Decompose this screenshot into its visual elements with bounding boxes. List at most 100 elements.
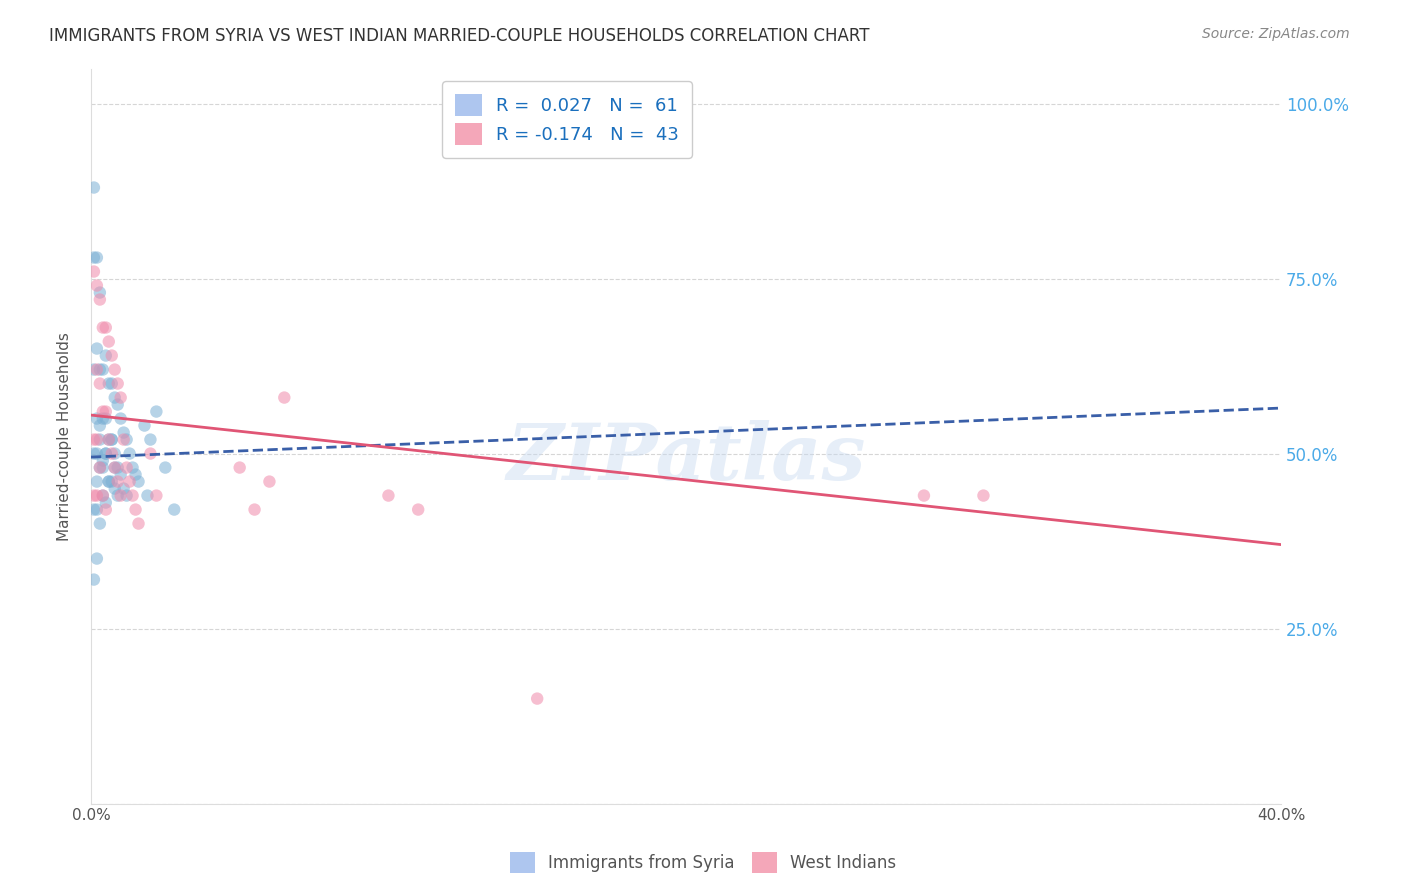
Point (110, 489, 132, 503)
Point (145, 489, 167, 503)
Point (94, 502, 117, 516)
Point (89, 285, 111, 300)
Point (94, 446, 117, 460)
Point (94, 404, 117, 418)
Point (91, 320, 114, 334)
Point (128, 475, 150, 489)
Point (112, 425, 135, 440)
Point (100, 376, 122, 391)
Point (97, 433, 120, 447)
Legend: R =  0.027   N =  61, R = -0.174   N =  43: R = 0.027 N = 61, R = -0.174 N = 43 (441, 81, 692, 158)
Point (115, 460, 138, 475)
Point (86, 433, 108, 447)
Point (115, 489, 138, 503)
Point (86, 475, 108, 489)
Point (94, 349, 117, 363)
Point (104, 460, 127, 475)
Point (91, 362, 114, 376)
Point (97, 433, 120, 447)
Point (406, 502, 429, 516)
Point (526, 691, 548, 706)
Point (83, 251, 105, 265)
Point (124, 502, 146, 516)
Point (273, 391, 295, 405)
Point (97, 475, 120, 489)
Point (912, 489, 935, 503)
Point (107, 460, 129, 475)
Y-axis label: Married-couple Households: Married-couple Households (58, 332, 72, 541)
Point (83, 446, 105, 460)
Point (86, 502, 108, 516)
Point (259, 475, 281, 489)
Point (83, 502, 105, 516)
Point (121, 489, 143, 503)
Point (83, 433, 105, 447)
Point (94, 495, 117, 509)
Point (86, 489, 108, 503)
Point (145, 404, 167, 418)
Point (86, 342, 108, 356)
Point (91, 453, 114, 467)
Point (100, 433, 122, 447)
Point (104, 482, 127, 496)
Point (91, 489, 114, 503)
Point (83, 362, 105, 376)
Point (89, 293, 111, 307)
Point (86, 251, 108, 265)
Point (89, 418, 111, 433)
Point (94, 446, 117, 460)
Point (83, 264, 105, 278)
Point (91, 460, 114, 475)
Point (377, 489, 399, 503)
Point (107, 398, 129, 412)
Text: ZIPatlas: ZIPatlas (506, 420, 866, 496)
Point (136, 489, 159, 503)
Point (972, 489, 994, 503)
Point (139, 446, 162, 460)
Text: Source: ZipAtlas.com: Source: ZipAtlas.com (1202, 27, 1350, 41)
Point (86, 411, 108, 425)
Point (100, 433, 122, 447)
Point (121, 460, 143, 475)
Point (89, 376, 111, 391)
Point (86, 446, 108, 460)
Point (118, 475, 141, 489)
Point (83, 489, 105, 503)
Point (107, 376, 129, 391)
Point (83, 180, 105, 194)
Point (128, 516, 150, 531)
Point (91, 489, 114, 503)
Point (89, 433, 111, 447)
Point (91, 411, 114, 425)
Point (89, 460, 111, 475)
Point (163, 502, 186, 516)
Point (115, 433, 138, 447)
Point (89, 516, 111, 531)
Point (86, 551, 108, 566)
Point (100, 475, 122, 489)
Point (89, 460, 111, 475)
Point (243, 502, 266, 516)
Point (104, 391, 127, 405)
Point (104, 446, 127, 460)
Point (83, 573, 105, 587)
Point (86, 362, 108, 376)
Text: IMMIGRANTS FROM SYRIA VS WEST INDIAN MARRIED-COUPLE HOUSEHOLDS CORRELATION CHART: IMMIGRANTS FROM SYRIA VS WEST INDIAN MAR… (49, 27, 870, 45)
Point (94, 411, 117, 425)
Point (94, 320, 117, 334)
Point (139, 433, 162, 447)
Point (97, 475, 120, 489)
Point (107, 475, 129, 489)
Point (112, 433, 135, 447)
Point (91, 404, 114, 418)
Legend: Immigrants from Syria, West Indians: Immigrants from Syria, West Indians (503, 846, 903, 880)
Point (228, 460, 250, 475)
Point (89, 362, 111, 376)
Point (104, 460, 127, 475)
Point (97, 334, 120, 349)
Point (107, 489, 129, 503)
Point (110, 391, 132, 405)
Point (110, 467, 132, 482)
Point (134, 418, 156, 433)
Point (100, 446, 122, 460)
